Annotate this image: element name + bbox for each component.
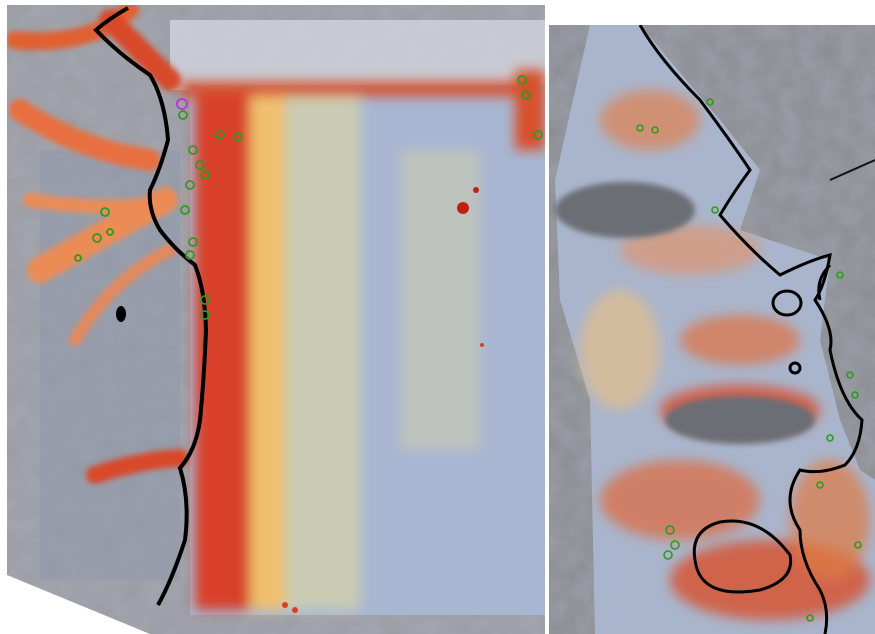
observation-points bbox=[636, 98, 862, 622]
grounding-island bbox=[116, 306, 126, 322]
velocity-spot bbox=[457, 202, 469, 214]
grounding-loop bbox=[771, 289, 803, 317]
observation-point bbox=[176, 98, 188, 110]
grounding-line bbox=[93, 6, 209, 606]
velocity-spot bbox=[473, 187, 479, 193]
depression bbox=[665, 396, 815, 444]
observation-points bbox=[74, 75, 543, 320]
image-edge bbox=[829, 159, 875, 181]
grounding-line bbox=[817, 263, 832, 301]
grounding-loop bbox=[788, 361, 802, 375]
grounding-loop bbox=[692, 519, 793, 594]
grounding-line bbox=[638, 25, 864, 634]
right-panel bbox=[549, 25, 875, 634]
left-panel bbox=[7, 5, 545, 634]
depression bbox=[555, 182, 695, 238]
velocity-spots bbox=[282, 343, 484, 613]
